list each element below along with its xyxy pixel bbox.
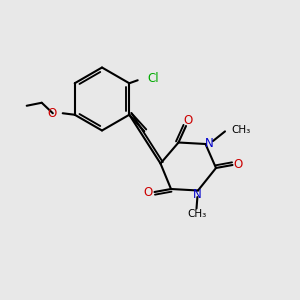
Text: CH₃: CH₃ bbox=[231, 125, 250, 135]
Text: O: O bbox=[144, 185, 153, 199]
Text: CH₃: CH₃ bbox=[187, 209, 206, 219]
Text: O: O bbox=[183, 114, 192, 127]
Text: O: O bbox=[234, 158, 243, 172]
Text: N: N bbox=[205, 137, 214, 150]
Text: N: N bbox=[193, 188, 202, 201]
Text: O: O bbox=[47, 107, 57, 120]
Text: Cl: Cl bbox=[147, 72, 159, 85]
